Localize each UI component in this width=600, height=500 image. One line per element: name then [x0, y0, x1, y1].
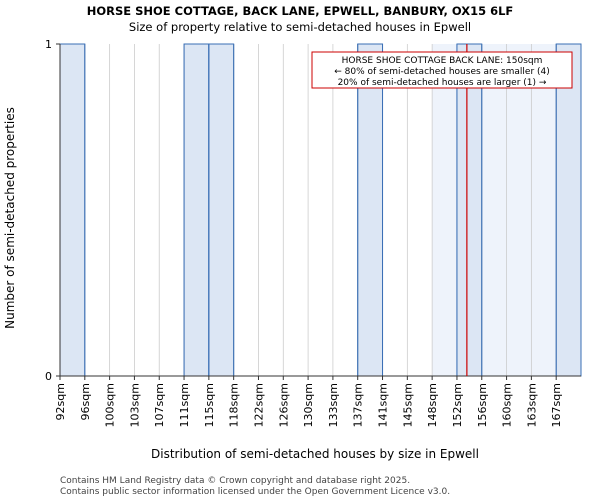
footer-line-2: Contains public sector information licen…: [60, 487, 450, 497]
x-tick-label: 130sqm: [302, 383, 315, 427]
annotation-frame: [311, 51, 573, 89]
footer-line-1: Contains HM Land Registry data © Crown c…: [60, 476, 410, 486]
x-tick-label: 100sqm: [104, 383, 117, 427]
annotation-box: HORSE SHOE COTTAGE BACK LANE: 150sqm ← 8…: [311, 51, 573, 89]
x-tick-label: 163sqm: [525, 383, 538, 427]
x-tick-label: 115sqm: [203, 383, 216, 427]
annotation-line-1: HORSE SHOE COTTAGE BACK LANE: 150sqm: [342, 56, 543, 66]
x-tick-label: 118sqm: [228, 383, 241, 427]
annotation-line-3: 20% of semi-detached houses are larger (…: [338, 78, 547, 88]
x-tick-label: 156sqm: [476, 383, 489, 427]
x-tick-label: 167sqm: [550, 383, 563, 427]
x-tick-label: 103sqm: [128, 383, 141, 427]
x-tick-label: 148sqm: [426, 383, 439, 427]
x-tick-label: 111sqm: [178, 383, 191, 427]
x-tick-label: 152sqm: [451, 383, 464, 427]
chart-title: HORSE SHOE COTTAGE, BACK LANE, EPWELL, B…: [87, 4, 514, 18]
x-tick-label: 122sqm: [252, 383, 265, 427]
bar-92sqm: [59, 43, 86, 377]
x-tick-label: 107sqm: [153, 383, 166, 427]
x-tick-label: 141sqm: [377, 383, 390, 427]
annotation-line-2: ← 80% of semi-detached houses are smalle…: [334, 67, 550, 77]
x-tick-label: 145sqm: [401, 383, 414, 427]
bar-137sqm: [357, 43, 384, 377]
bar-152sqm: [456, 43, 483, 377]
x-tick-label: 96sqm: [79, 383, 92, 420]
chart-subtitle: Size of property relative to semi-detach…: [129, 20, 471, 34]
bar-167sqm: [555, 43, 582, 377]
y-tick-label: 1: [45, 38, 52, 51]
bar-111sqm: [183, 43, 210, 377]
x-tick-label: 160sqm: [501, 383, 514, 427]
x-axis-label: Distribution of semi-detached houses by …: [151, 447, 479, 461]
x-tick-label: 137sqm: [352, 383, 365, 427]
y-axis-label: Number of semi-detached properties: [3, 107, 17, 329]
bar-115sqm: [208, 43, 235, 377]
y-tick-label: 0: [45, 370, 52, 383]
plot-area: 0 1 92sqm 96sqm 100sqm 103sqm 107sqm 111sqm 115s…: [45, 38, 582, 427]
x-tick-label: 126sqm: [277, 383, 290, 427]
x-tick-label: 133sqm: [327, 383, 340, 427]
x-tick-label: 92sqm: [54, 383, 67, 420]
